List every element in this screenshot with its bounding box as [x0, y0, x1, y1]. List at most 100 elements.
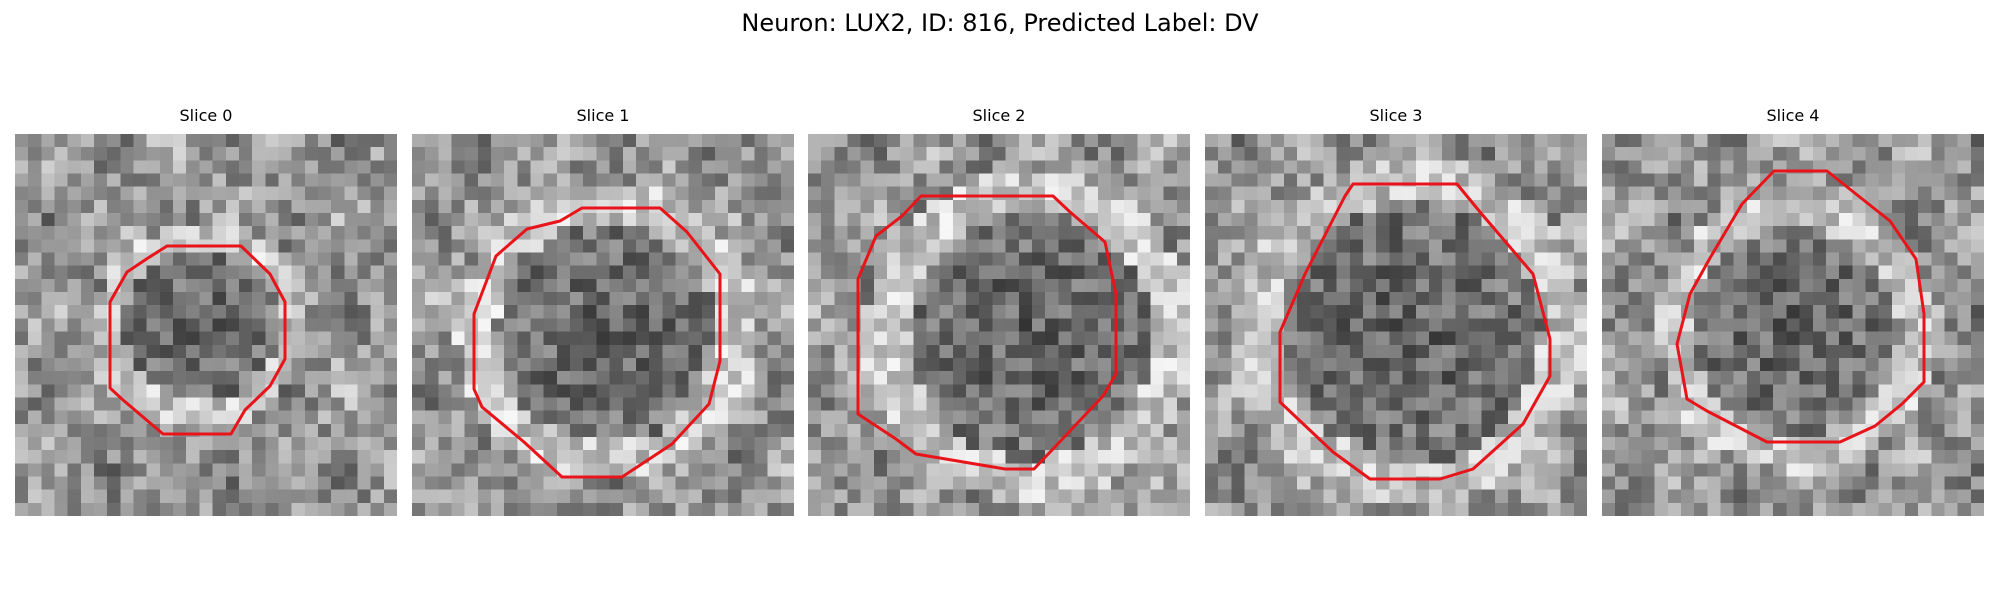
texture-pixel — [1918, 252, 1932, 267]
texture-pixel — [1244, 397, 1259, 412]
texture-pixel — [252, 173, 266, 188]
texture-pixel — [939, 357, 954, 372]
texture-pixel — [1310, 331, 1325, 346]
texture-pixel — [199, 397, 214, 412]
texture-pixel — [94, 502, 108, 516]
texture-pixel — [1494, 331, 1509, 346]
texture-pixel — [451, 292, 466, 306]
texture-pixel — [714, 199, 729, 214]
texture-pixel — [1534, 489, 1549, 504]
texture-pixel — [1799, 423, 1814, 438]
texture-pixel — [1205, 357, 1219, 372]
texture-pixel — [1707, 213, 1722, 227]
texture-pixel — [159, 265, 174, 280]
texture-pixel — [159, 436, 174, 451]
texture-pixel — [1481, 305, 1496, 320]
texture-pixel — [1031, 134, 1046, 148]
texture-pixel — [265, 450, 280, 464]
texture-pixel — [1970, 463, 1984, 478]
texture-pixel — [212, 278, 227, 293]
texture-pixel — [675, 318, 690, 333]
texture-pixel — [412, 344, 426, 359]
texture-pixel — [952, 331, 967, 346]
texture-pixel — [887, 173, 901, 188]
texture-pixel — [1005, 213, 1020, 227]
texture-pixel — [609, 450, 624, 464]
texture-pixel — [596, 173, 611, 188]
texture-pixel — [714, 344, 729, 359]
texture-pixel — [370, 147, 385, 161]
texture-pixel — [438, 331, 453, 346]
texture-pixel — [570, 160, 584, 175]
texture-pixel — [1852, 502, 1867, 516]
texture-pixel — [1944, 213, 1959, 227]
texture-pixel — [596, 226, 611, 240]
texture-pixel — [556, 502, 571, 516]
texture-pixel — [714, 134, 729, 148]
texture-pixel — [1071, 371, 1086, 385]
texture-pixel — [1389, 410, 1404, 425]
texture-pixel — [331, 252, 345, 267]
texture-pixel — [1786, 186, 1801, 201]
texture-pixel — [847, 252, 862, 267]
texture-pixel — [834, 331, 849, 346]
texture-pixel — [225, 226, 240, 240]
texture-pixel — [146, 318, 161, 333]
texture-pixel — [701, 331, 716, 346]
texture-pixel — [370, 410, 385, 425]
texture-pixel — [1297, 318, 1311, 333]
texture-pixel — [278, 384, 293, 399]
texture-pixel — [1667, 423, 1682, 438]
texture-pixel — [1720, 252, 1735, 267]
texture-pixel — [412, 292, 426, 306]
texture-pixel — [662, 357, 677, 372]
texture-pixel — [1573, 384, 1587, 399]
texture-pixel — [701, 186, 716, 201]
texture-pixel — [570, 213, 584, 227]
texture-pixel — [675, 357, 690, 372]
texture-pixel — [1494, 252, 1509, 267]
texture-pixel — [1720, 265, 1735, 280]
texture-pixel — [834, 252, 849, 267]
texture-pixel — [1615, 423, 1629, 438]
texture-pixel — [1244, 226, 1259, 240]
texture-pixel — [451, 357, 466, 372]
texture-pixel — [265, 344, 280, 359]
texture-pixel — [1918, 502, 1932, 516]
texture-pixel — [504, 134, 518, 148]
texture-pixel — [1799, 344, 1814, 359]
texture-pixel — [1970, 292, 1984, 306]
texture-pixel — [873, 331, 888, 346]
texture-pixel — [291, 213, 306, 227]
texture-pixel — [383, 252, 397, 267]
texture-pixel — [15, 357, 29, 372]
texture-pixel — [1746, 226, 1761, 240]
texture-pixel — [1628, 397, 1643, 412]
texture-pixel — [1097, 134, 1112, 148]
texture-pixel — [252, 213, 266, 227]
texture-pixel — [754, 239, 769, 254]
texture-pixel — [331, 186, 345, 201]
texture-pixel — [238, 134, 253, 148]
texture-pixel — [1878, 278, 1893, 293]
texture-pixel — [186, 371, 201, 385]
texture-pixel — [1415, 134, 1430, 148]
texture-pixel — [238, 344, 253, 359]
texture-pixel — [728, 489, 742, 504]
texture-pixel — [543, 344, 558, 359]
texture-pixel — [370, 463, 385, 478]
texture-pixel — [596, 371, 611, 385]
texture-pixel — [570, 252, 584, 267]
texture-pixel — [1641, 463, 1656, 478]
texture-pixel — [1615, 213, 1629, 227]
texture-pixel — [1402, 278, 1417, 293]
microscopy-texture-0 — [15, 134, 397, 516]
texture-pixel — [821, 384, 835, 399]
texture-pixel — [808, 463, 822, 478]
texture-pixel — [1468, 134, 1483, 148]
texture-pixel — [1694, 173, 1708, 188]
texture-pixel — [1839, 226, 1853, 240]
texture-pixel — [887, 384, 901, 399]
texture-pixel — [1560, 199, 1575, 214]
texture-pixel — [1560, 318, 1575, 333]
